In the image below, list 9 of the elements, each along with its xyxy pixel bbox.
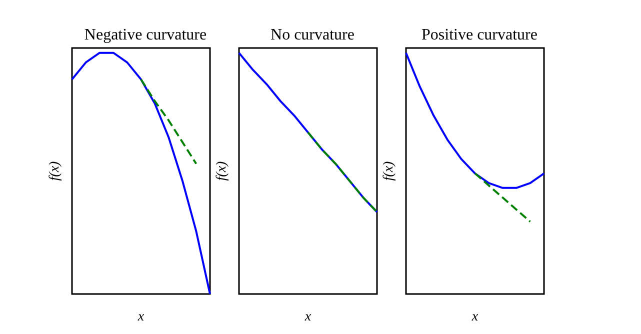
chart-title: Positive curvature bbox=[422, 26, 538, 44]
x-axis-title: x bbox=[470, 310, 479, 324]
x-axis-title: x bbox=[136, 310, 145, 324]
y-axis-title: f(x) bbox=[214, 160, 230, 181]
y-axis-title: f(x) bbox=[382, 160, 396, 181]
chart-title: Negative curvature bbox=[84, 26, 207, 44]
chart-title: No curvature bbox=[270, 26, 354, 44]
x-axis-title: x bbox=[304, 310, 312, 324]
y-axis-title: f(x) bbox=[48, 160, 62, 181]
